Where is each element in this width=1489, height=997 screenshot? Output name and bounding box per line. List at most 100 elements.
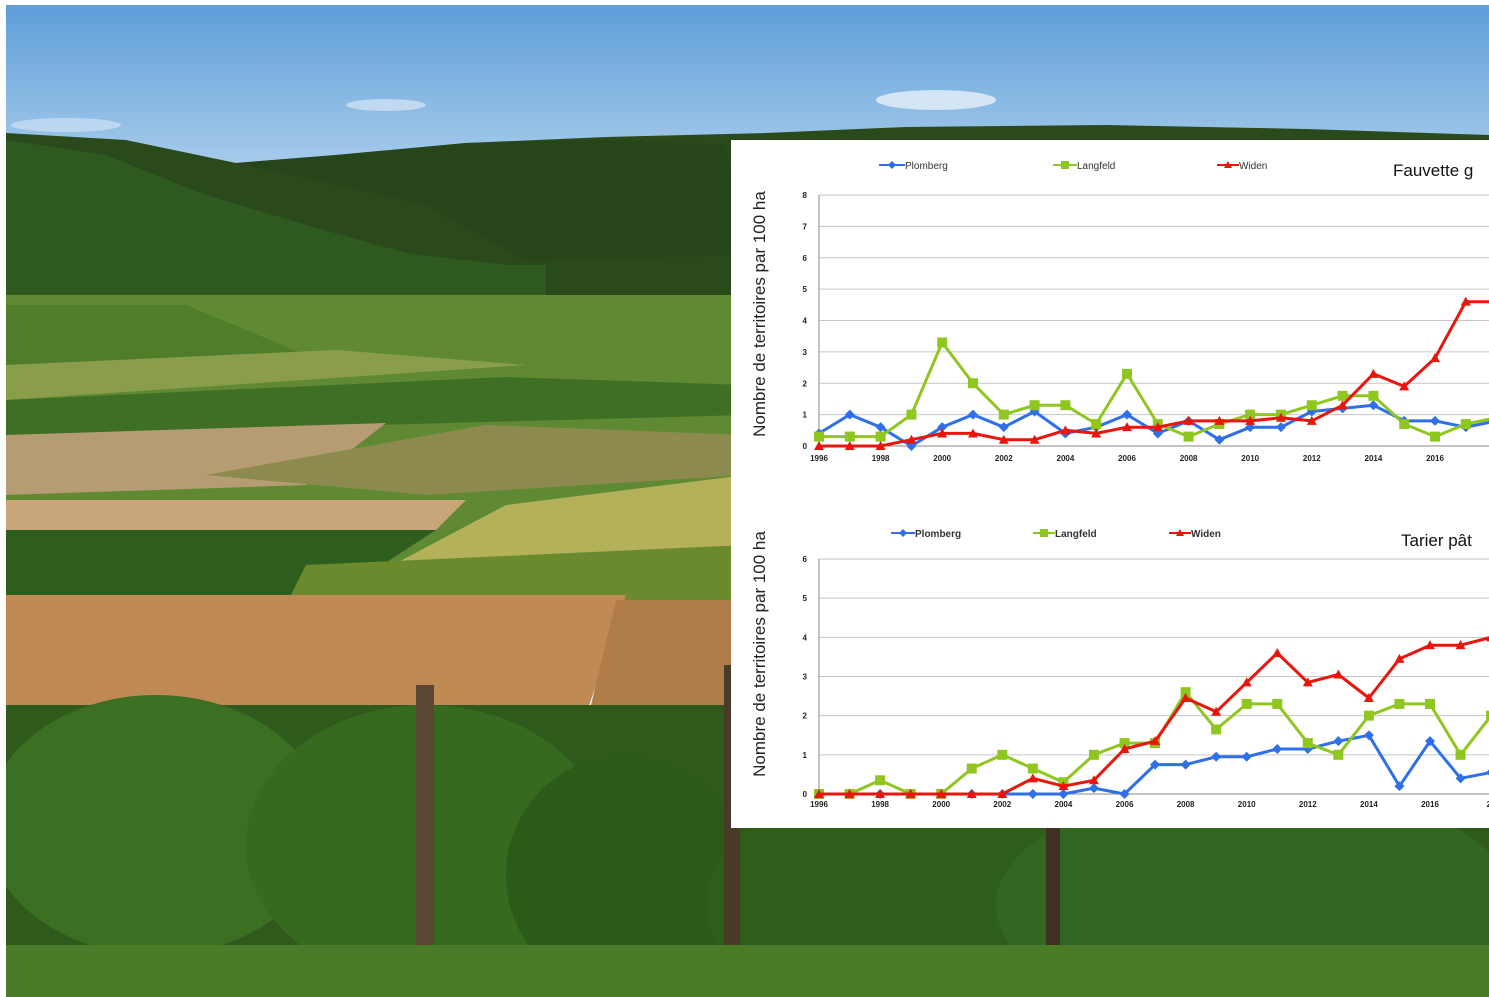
data-point-widen xyxy=(906,434,917,444)
series-group xyxy=(814,636,1489,799)
data-point-langfeld xyxy=(1122,368,1132,379)
data-point-widen xyxy=(1460,296,1471,306)
gridlines xyxy=(819,194,1489,447)
y-tick-labels: 0 1 2 3 4 5 6 xyxy=(803,555,808,799)
y-tick-label: 3 xyxy=(803,348,808,357)
legend-item-widen: Widen xyxy=(1217,161,1267,172)
y-tick-label: 3 xyxy=(803,673,808,682)
legend-marker-plomberg xyxy=(888,161,896,169)
data-point-langfeld xyxy=(906,409,917,420)
data-point-widen xyxy=(844,441,855,450)
data-point-widen xyxy=(1058,781,1069,791)
data-point-widen xyxy=(1060,425,1071,435)
data-point-widen xyxy=(1368,368,1379,378)
data-point-langfeld xyxy=(1333,749,1344,760)
x-tick-label: 2012 xyxy=(1303,454,1321,463)
data-point-plomberg xyxy=(1214,434,1225,445)
data-point-plomberg xyxy=(1122,409,1132,420)
chart-title: Tarier pât xyxy=(1401,531,1472,550)
x-tick-label: 1996 xyxy=(810,800,828,809)
data-point-langfeld xyxy=(1091,419,1102,430)
x-tick-label: 2004 xyxy=(1055,800,1073,809)
plot-area: 0 1 2 3 4 5 6 1996 1998 2000 2002 2004 2006 2008 2010… xyxy=(803,555,1489,809)
data-point-plomberg xyxy=(1455,773,1466,784)
data-point-widen xyxy=(936,789,947,798)
x-tick-label: 2010 xyxy=(1238,800,1256,809)
x-tick-label: 2014 xyxy=(1365,454,1383,463)
y-tick-label: 8 xyxy=(803,191,808,200)
y-tick-label: 5 xyxy=(803,285,808,294)
series-widen xyxy=(814,296,1489,450)
data-point-langfeld xyxy=(1460,419,1471,430)
data-point-widen xyxy=(1211,706,1222,716)
data-point-widen xyxy=(905,789,916,798)
legend-label-plomberg: Plomberg xyxy=(915,529,961,540)
y-tick-label: 0 xyxy=(803,442,808,451)
data-point-langfeld xyxy=(1241,698,1252,709)
data-point-plomberg xyxy=(1430,415,1440,426)
data-point-plomberg xyxy=(1363,730,1374,741)
gridlines xyxy=(819,558,1489,795)
data-point-plomberg xyxy=(844,409,855,420)
data-point-widen xyxy=(875,441,886,450)
data-point-plomberg xyxy=(1241,751,1252,762)
y-axis-label: Nombre de territoires par 100 ha xyxy=(750,531,769,777)
data-point-langfeld xyxy=(1394,698,1405,709)
data-point-widen xyxy=(1183,415,1194,425)
data-point-langfeld xyxy=(998,409,1009,420)
data-point-langfeld xyxy=(937,337,948,348)
data-point-langfeld xyxy=(1027,763,1038,774)
y-tick-label: 4 xyxy=(803,317,808,326)
data-point-langfeld xyxy=(1119,738,1130,749)
data-point-widen xyxy=(1394,653,1405,663)
data-point-plomberg xyxy=(968,409,978,420)
x-tick-label: 2006 xyxy=(1116,800,1134,809)
data-point-langfeld xyxy=(1455,749,1466,760)
legend-item-plomberg: Plomberg xyxy=(879,161,948,172)
data-point-widen xyxy=(1430,353,1440,363)
data-point-langfeld xyxy=(997,749,1008,760)
data-point-langfeld xyxy=(875,775,886,786)
data-point-langfeld xyxy=(1430,431,1440,442)
legend-item-langfeld: Langfeld xyxy=(1053,161,1115,172)
data-point-widen xyxy=(1276,412,1286,422)
data-point-widen xyxy=(1029,434,1040,444)
chart-title: Fauvette g xyxy=(1393,161,1473,180)
x-tick-label: 2000 xyxy=(932,800,950,809)
y-tick-label: 1 xyxy=(803,751,808,760)
data-point-widen xyxy=(1486,636,1489,642)
x-tick-label: 2000 xyxy=(933,454,951,463)
data-point-langfeld xyxy=(1088,749,1099,760)
data-point-widen xyxy=(966,789,977,798)
x-tick-label: 2008 xyxy=(1177,800,1195,809)
x-tick-label: 20 xyxy=(1487,800,1489,809)
data-point-langfeld xyxy=(1306,400,1317,411)
x-tick-label: 1998 xyxy=(871,800,889,809)
data-point-widen xyxy=(1272,648,1283,657)
data-point-widen xyxy=(1425,640,1435,650)
data-point-widen xyxy=(814,441,824,450)
x-tick-label: 2014 xyxy=(1360,800,1378,809)
y-tick-label: 2 xyxy=(803,379,808,388)
legend-item-plomberg: Plomberg xyxy=(891,529,961,540)
data-point-langfeld xyxy=(966,763,977,774)
data-point-plomberg xyxy=(1027,789,1038,799)
data-point-widen xyxy=(1245,415,1256,425)
data-point-langfeld xyxy=(1029,400,1040,411)
y-tick-label: 0 xyxy=(803,790,808,799)
series-widen xyxy=(814,636,1489,798)
data-point-widen xyxy=(1214,415,1225,425)
data-point-widen xyxy=(1152,422,1163,432)
x-tick-label: 2016 xyxy=(1421,800,1439,809)
x-tick-label: 2002 xyxy=(993,800,1011,809)
legend-marker-widen xyxy=(1224,161,1232,168)
data-point-plomberg xyxy=(1088,783,1099,794)
y-tick-label: 4 xyxy=(803,633,808,642)
data-point-widen xyxy=(1180,693,1191,703)
legend-item-widen: Widen xyxy=(1169,529,1221,540)
data-point-plomberg xyxy=(1058,789,1069,799)
data-point-widen xyxy=(844,789,855,798)
data-point-langfeld xyxy=(1399,419,1410,430)
legend-marker-widen xyxy=(1176,529,1184,536)
data-point-plomberg xyxy=(1150,759,1161,770)
